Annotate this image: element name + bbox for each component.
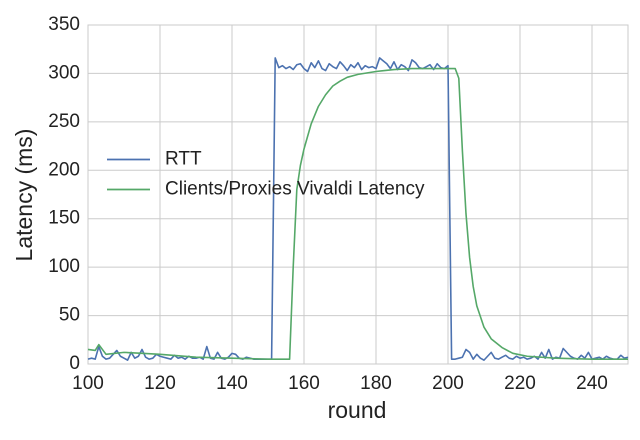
x-tick-label: 220	[504, 373, 536, 394]
legend-label: Clients/Proxies Vivaldi Latency	[165, 179, 425, 200]
plot-area	[87, 24, 629, 365]
x-tick-label: 120	[144, 373, 176, 394]
y-tick-label: 100	[48, 256, 80, 277]
x-axis-label: round	[328, 397, 387, 423]
y-tick-label: 0	[69, 353, 80, 374]
x-tick-label: 100	[72, 373, 104, 394]
x-tick-label: 200	[432, 373, 464, 394]
legend-label: RTT	[165, 149, 202, 170]
x-tick-label: 160	[288, 373, 320, 394]
x-tick-label: 140	[216, 373, 248, 394]
x-tick-label: 180	[360, 373, 392, 394]
series-line	[87, 67, 628, 360]
x-tick-label: 240	[576, 373, 608, 394]
y-tick-label: 200	[48, 159, 80, 180]
y-tick-label: 150	[48, 208, 80, 229]
y-tick-label: 250	[48, 111, 80, 132]
y-axis-label: Latency (ms)	[11, 129, 37, 262]
y-tick-label: 350	[48, 14, 80, 35]
y-tick-label: 50	[59, 305, 80, 326]
series-line	[87, 57, 629, 361]
y-tick-label: 300	[48, 62, 80, 83]
